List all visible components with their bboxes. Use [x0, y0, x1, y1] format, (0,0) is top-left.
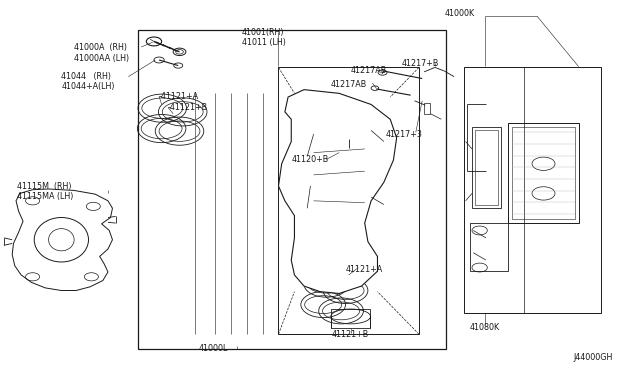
Text: 41120+B: 41120+B: [291, 155, 328, 164]
Text: 41217AB: 41217AB: [351, 66, 387, 75]
Text: 41000AA (LH): 41000AA (LH): [74, 54, 129, 62]
Bar: [511, 127, 575, 219]
Text: 41115M  (RH): 41115M (RH): [17, 182, 71, 190]
Text: -41121+A: -41121+A: [159, 92, 199, 101]
Text: 41115MA (LH): 41115MA (LH): [17, 192, 73, 201]
Bar: [464, 67, 601, 313]
Circle shape: [154, 57, 164, 63]
Bar: [424, 103, 431, 114]
Text: 41011 (LH): 41011 (LH): [242, 38, 286, 47]
PathPatch shape: [278, 90, 397, 294]
Text: 41080K: 41080K: [470, 323, 500, 332]
Text: 41217AB: 41217AB: [331, 80, 367, 89]
Text: 41001(RH): 41001(RH): [242, 28, 285, 37]
Text: 41121+B: 41121+B: [332, 330, 369, 340]
Bar: [331, 309, 371, 328]
Text: 41121+A: 41121+A: [346, 265, 383, 274]
Bar: [278, 67, 419, 334]
Text: 41000L: 41000L: [198, 344, 228, 353]
Text: 41000A  (RH): 41000A (RH): [74, 42, 127, 51]
Bar: [138, 30, 447, 349]
Bar: [508, 123, 579, 223]
Circle shape: [147, 37, 162, 46]
Bar: [472, 127, 500, 208]
Text: 41000K: 41000K: [445, 9, 475, 18]
Text: -41121+B: -41121+B: [168, 103, 208, 112]
Bar: [474, 131, 498, 205]
Text: 41044+A(LH): 41044+A(LH): [61, 82, 115, 91]
Text: J44000GH: J44000GH: [573, 353, 612, 362]
Text: 41217+B: 41217+B: [402, 59, 439, 68]
Bar: [470, 223, 508, 271]
Text: 41044   (RH): 41044 (RH): [61, 72, 111, 81]
Text: 41217+3: 41217+3: [385, 129, 422, 139]
